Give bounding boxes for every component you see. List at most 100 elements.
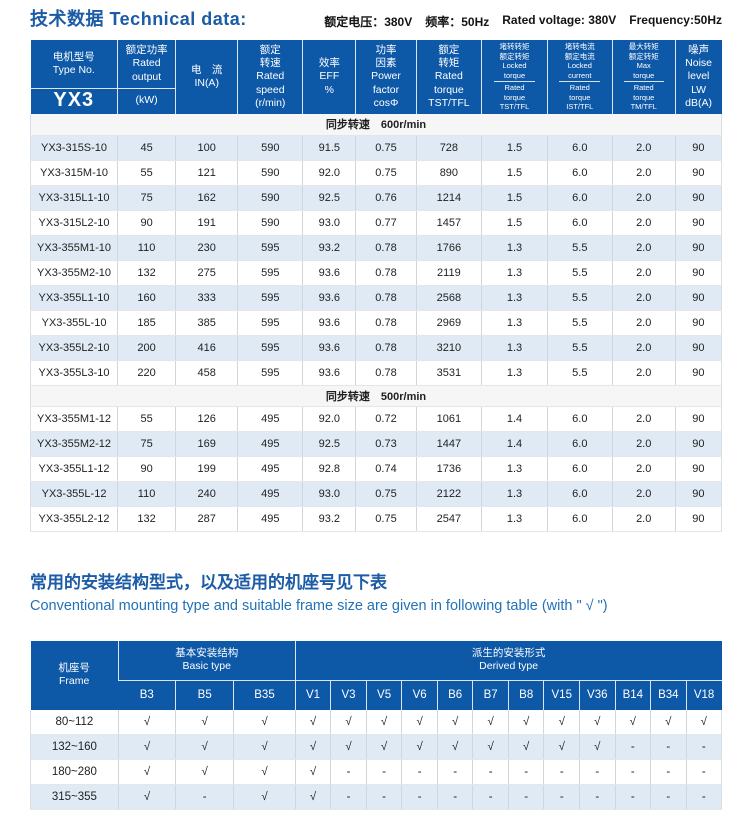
check-mark-cell: √ bbox=[365, 709, 402, 735]
section-band-row: 同步转速 600r/min bbox=[30, 114, 722, 136]
value-cell: 90 bbox=[674, 406, 723, 432]
header-line: 额定功率 bbox=[125, 44, 168, 57]
value-cell: 1.4 bbox=[481, 406, 548, 432]
value-cell: 92.5 bbox=[302, 431, 356, 457]
header-line: Type No. bbox=[52, 64, 95, 76]
check-mark-cell: √ bbox=[117, 784, 176, 810]
column-header-power-factor: 功率 因素 Power factor cosΦ bbox=[355, 40, 417, 114]
value-cell: 458 bbox=[175, 360, 238, 386]
check-mark-cell: √ bbox=[436, 734, 473, 760]
column-header-bottom: YX3 bbox=[31, 89, 118, 114]
value-cell: 1.3 bbox=[481, 456, 548, 482]
header-line: 额定电流 bbox=[564, 51, 595, 61]
dash-cell: - bbox=[365, 759, 402, 785]
check-mark-cell: √ bbox=[436, 709, 473, 735]
value-cell: 75 bbox=[117, 431, 176, 457]
header-line: 效率 bbox=[318, 57, 340, 70]
group-label-en: Basic type bbox=[182, 660, 231, 673]
dash-cell: - bbox=[685, 784, 723, 810]
header-line: (r/min) bbox=[255, 96, 286, 109]
value-cell: 2.0 bbox=[611, 481, 676, 507]
table-row: YX3-355L-12 110 240 495 93.0 0.75 2122 1.3 6.0 2.… bbox=[29, 481, 723, 507]
check-mark-cell: √ bbox=[401, 734, 438, 760]
value-cell: 2.0 bbox=[611, 431, 676, 457]
dash-cell: - bbox=[330, 784, 367, 810]
value-cell: 2.0 bbox=[611, 310, 676, 336]
column-header-current: 电 流 IN(A) bbox=[175, 40, 238, 114]
value-cell: 90 bbox=[674, 185, 723, 211]
column-header-b8: B8 bbox=[507, 680, 544, 710]
header-line: EFF bbox=[319, 70, 340, 83]
column-header-body: 堵转电流 额定电流 Locked current Rated torque IST/TFL bbox=[548, 40, 612, 114]
value-cell: 220 bbox=[117, 360, 176, 386]
column-header-top: 额定功率 Rated output bbox=[118, 41, 176, 89]
value-cell: 0.76 bbox=[355, 185, 417, 211]
check-mark-cell: √ bbox=[175, 759, 234, 785]
value-cell: 416 bbox=[175, 335, 238, 361]
value-cell: 169 bbox=[175, 431, 238, 457]
dash-cell: - bbox=[614, 759, 651, 785]
fraction-bar-line: torque bbox=[493, 71, 536, 83]
type-no-cell: YX3-315S-10 bbox=[29, 135, 118, 161]
header-line: IST/TFL bbox=[566, 102, 594, 112]
mounting-heading-en: Conventional mounting type and suitable … bbox=[30, 597, 608, 614]
type-no-cell: YX3-315L2-10 bbox=[29, 210, 118, 236]
type-no-cell: YX3-355L1-12 bbox=[29, 456, 118, 482]
value-cell: 1.4 bbox=[481, 431, 548, 457]
value-cell: 110 bbox=[117, 235, 176, 261]
dash-cell: - bbox=[175, 784, 234, 810]
type-no-cell: YX3-355L3-10 bbox=[29, 360, 118, 386]
value-cell: 6.0 bbox=[546, 185, 613, 211]
column-header-body: 电 流 IN(A) bbox=[176, 40, 237, 114]
value-cell: 93.6 bbox=[302, 335, 356, 361]
value-cell: 90 bbox=[674, 335, 723, 361]
spec-frequency-zh: 频率：50Hz bbox=[425, 15, 490, 29]
value-cell: 0.78 bbox=[355, 235, 417, 261]
column-header-b5: B5 bbox=[175, 680, 234, 710]
value-cell: 160 bbox=[117, 285, 176, 311]
value-cell: 495 bbox=[237, 506, 303, 532]
value-cell: 1.3 bbox=[481, 260, 548, 286]
value-cell: 595 bbox=[237, 310, 303, 336]
value-cell: 90 bbox=[674, 310, 723, 336]
value-cell: 200 bbox=[117, 335, 176, 361]
page-title: 技术数据 Technical data: bbox=[30, 5, 247, 31]
value-cell: 1.3 bbox=[481, 481, 548, 507]
value-cell: 1736 bbox=[415, 456, 482, 482]
value-cell: 55 bbox=[117, 406, 176, 432]
check-mark-cell: √ bbox=[294, 734, 331, 760]
value-cell: 2119 bbox=[415, 260, 482, 286]
value-cell: 3531 bbox=[415, 360, 482, 386]
value-cell: 0.75 bbox=[355, 160, 417, 186]
value-cell: 0.75 bbox=[355, 481, 417, 507]
column-header-rated-speed: 额定 转速 Rated speed (r/min) bbox=[237, 40, 303, 114]
group-header-basic-type: 基本安装结构 Basic type bbox=[117, 640, 296, 681]
check-mark-cell: √ bbox=[472, 734, 509, 760]
header-line: YX3 bbox=[53, 89, 95, 112]
value-cell: 1766 bbox=[415, 235, 482, 261]
column-header-efficiency: 效率 EFF% bbox=[302, 40, 356, 114]
value-cell: 333 bbox=[175, 285, 238, 311]
fraction-bar-line: torque bbox=[623, 71, 664, 83]
dash-cell: - bbox=[579, 784, 616, 810]
value-cell: 1.3 bbox=[481, 335, 548, 361]
value-cell: 199 bbox=[175, 456, 238, 482]
check-mark-cell: √ bbox=[294, 784, 331, 810]
column-header-body: 最大转矩 额定转矩 Max torque Rated torque TM/TFL bbox=[613, 40, 675, 114]
column-header-b34: B34 bbox=[650, 680, 687, 710]
mounting-heading-zh: 常用的安装结构型式，以及适用的机座号见下表 bbox=[30, 572, 387, 592]
check-mark-cell: √ bbox=[175, 709, 234, 735]
value-cell: 1447 bbox=[415, 431, 482, 457]
column-header-rated-output: 额定功率 Rated output (kW) bbox=[117, 40, 176, 114]
dash-cell: - bbox=[436, 759, 473, 785]
value-cell: 2.0 bbox=[611, 160, 676, 186]
value-cell: 90 bbox=[674, 210, 723, 236]
value-cell: 110 bbox=[117, 481, 176, 507]
value-cell: 2.0 bbox=[611, 360, 676, 386]
value-cell: 0.78 bbox=[355, 260, 417, 286]
check-mark-cell: √ bbox=[233, 784, 296, 810]
frame-size-cell: 80~112 bbox=[30, 709, 119, 735]
value-cell: 93.6 bbox=[302, 285, 356, 311]
value-cell: 0.74 bbox=[355, 456, 417, 482]
column-header-b7: B7 bbox=[472, 680, 509, 710]
